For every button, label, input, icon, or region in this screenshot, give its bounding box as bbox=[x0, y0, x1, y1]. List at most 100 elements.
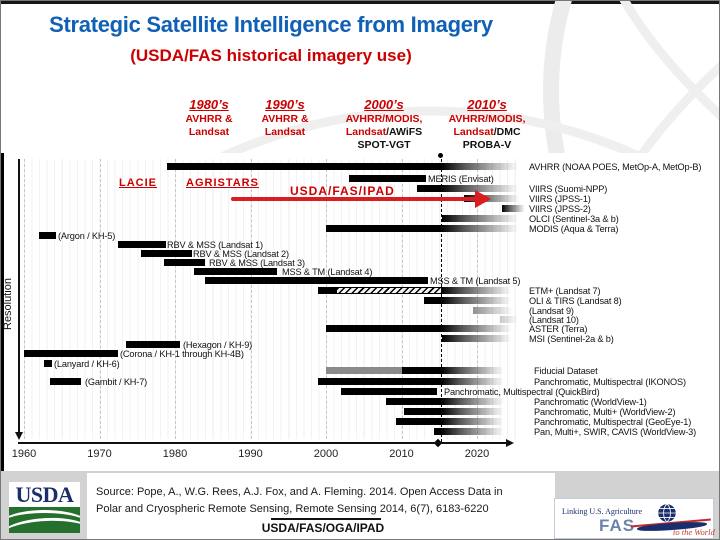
decade-sensor-span: /DMC bbox=[493, 126, 521, 138]
row-label: MSS & TM (Landsat 4) bbox=[282, 266, 373, 277]
chart-background bbox=[1, 153, 719, 471]
row-label: (Landsat 9) bbox=[529, 305, 574, 316]
decade-sensors-line: SPOT-VGT bbox=[346, 139, 423, 152]
fas-tagline-world: to the World bbox=[673, 527, 715, 537]
row-label: (Corona / KH-1 through KH-4B) bbox=[120, 348, 244, 359]
x-tick-label: 2000 bbox=[313, 448, 339, 460]
row-label: Panchromatic, Multispectral (IKONOS) bbox=[534, 376, 686, 387]
decade-gridline bbox=[401, 159, 403, 439]
fas-logo: Linking U.S. Agriculture FAS to the Worl… bbox=[554, 498, 715, 539]
decade-sensor-span: AVHRR & bbox=[185, 113, 233, 125]
decade-title: 1990’s bbox=[265, 97, 305, 112]
timeline-bar-segment bbox=[440, 378, 508, 385]
timeline-bar-segment bbox=[326, 367, 402, 374]
row-label: VIIRS (JPSS-2) bbox=[529, 203, 591, 214]
decade-headers: 1980’s AVHRR & Landsat 1990’s AVHRR & Landsat… bbox=[1, 97, 719, 157]
decade-gridline bbox=[250, 159, 252, 439]
row-label: (Gambit / KH-7) bbox=[85, 376, 148, 387]
row-label: (Landsat 10) bbox=[529, 314, 579, 325]
timeline-bar-segment bbox=[440, 367, 508, 374]
decade-column: 2010’s AVHRR/MODIS, Landsat/DMC PROBA-V bbox=[449, 97, 526, 152]
timeline-bar-segment bbox=[205, 277, 428, 284]
row-label: Panchromatic, Multi+ (WorldView-2) bbox=[534, 406, 676, 417]
x-tick-label: 1960 bbox=[11, 448, 37, 460]
program-annotation: LACIE bbox=[119, 177, 157, 189]
decade-sensor-span: Landsat bbox=[453, 126, 494, 138]
fas-globe-icon bbox=[657, 503, 677, 523]
footer-panel bbox=[87, 473, 555, 539]
decade-sensor-span: AVHRR & bbox=[261, 113, 309, 125]
present-dot bbox=[438, 153, 444, 158]
x-tick-label: 1970 bbox=[87, 448, 112, 460]
timeline-bar-segment bbox=[442, 215, 523, 222]
row-label: OLCI (Sentinel-3a & b) bbox=[529, 213, 619, 224]
decade-sensor-span: PROBA-V bbox=[462, 139, 512, 151]
top-border bbox=[1, 1, 719, 4]
row-label: ETM+ (Landsat 7) bbox=[529, 285, 601, 296]
decade-gridline bbox=[24, 159, 25, 439]
row-label: Panchromatic (WorldView-1) bbox=[534, 396, 647, 407]
decade-sensors-line: AVHRR/MODIS, bbox=[449, 113, 526, 126]
decade-sensor-span: AVHRR/MODIS, bbox=[448, 113, 526, 125]
timeline-bar-segment bbox=[386, 398, 441, 405]
decade-gridline bbox=[175, 159, 176, 439]
decade-title: 2000’s bbox=[364, 97, 404, 112]
decade-sensors-line: Landsat bbox=[261, 126, 308, 139]
timeline-bar-segment bbox=[440, 428, 508, 435]
timeline-bar-segment bbox=[440, 325, 515, 332]
timeline-bar-segment bbox=[416, 185, 441, 192]
timeline-bar-segment bbox=[318, 287, 338, 294]
decade-column: 1990’s AVHRR & Landsat bbox=[261, 97, 308, 139]
row-label: (Lanyard / KH-6) bbox=[54, 358, 120, 369]
ipad-arrow-head bbox=[475, 190, 491, 208]
timeline-bar-segment bbox=[43, 360, 52, 367]
row-label: MSS & TM (Landsat 5) bbox=[430, 275, 521, 286]
timeline-bar-segment bbox=[326, 225, 441, 232]
row-label: (Hexagon / KH-9) bbox=[183, 339, 253, 350]
timeline-bar-segment bbox=[473, 307, 515, 314]
decade-sensor-span: Landsat bbox=[188, 126, 230, 138]
decade-sensors-line: Landsat/DMC bbox=[449, 126, 526, 139]
row-label: OLI & TIRS (Landsat 8) bbox=[529, 295, 622, 306]
timeline-bar-segment bbox=[125, 341, 180, 348]
decade-title: 2010’s bbox=[467, 97, 507, 112]
fas-tagline: Linking U.S. Agriculture bbox=[562, 507, 642, 516]
program-annotation: AGRISTARS bbox=[186, 177, 259, 189]
row-label: Pan, Multi+, SWIR, CAVIS (WorldView-3) bbox=[534, 426, 697, 437]
row-label: RBV & MSS (Landsat 2) bbox=[193, 248, 289, 259]
row-label: MERIS (Envisat) bbox=[428, 173, 494, 184]
x-axis-arrow bbox=[506, 439, 514, 447]
timeline-bar-segment bbox=[440, 418, 508, 425]
decade-sensor-span: Landsat bbox=[264, 126, 306, 138]
timeline-bar-segment bbox=[318, 378, 441, 385]
row-label: VIIRS (Suomi-NPP) bbox=[529, 183, 608, 194]
row-label: RBV & MSS (Landsat 3) bbox=[209, 257, 305, 268]
timeline-bar-segment bbox=[403, 408, 441, 415]
row-label: RBV & MSS (Landsat 1) bbox=[167, 239, 263, 250]
timeline-bar-segment bbox=[442, 335, 515, 342]
decade-sensors-line: AVHRR & bbox=[261, 113, 308, 126]
timeline-bar-segment bbox=[163, 259, 206, 266]
decade-sensor-span: SPOT-VGT bbox=[357, 139, 411, 151]
timeline-bar-segment bbox=[499, 316, 519, 323]
org-divider bbox=[271, 518, 381, 520]
decade-gridline bbox=[326, 159, 327, 439]
row-label: Fiducial Dataset bbox=[534, 365, 598, 376]
org-label: USDA/FAS/OGA/IPAD bbox=[261, 521, 385, 535]
x-tick-label: 2020 bbox=[464, 448, 490, 460]
timeline-bar-segment bbox=[50, 378, 82, 385]
timeline-bar-segment bbox=[440, 163, 523, 170]
fas-name: FAS bbox=[599, 516, 636, 535]
page-subtitle: (USDA/FAS historical imagery use) bbox=[130, 46, 412, 65]
x-tick-label: 1980 bbox=[162, 448, 188, 460]
timeline-bar-segment bbox=[39, 232, 57, 239]
row-label: Panchromatic, Multispectral (GeoEye-1) bbox=[534, 416, 692, 427]
footer: USDA Source: Pope, A., W.G. Rees, A.J. F… bbox=[1, 471, 719, 539]
row-label: Panchromatic, Multispectral (QuickBird) bbox=[444, 386, 600, 397]
timeline-bar-segment bbox=[341, 388, 437, 395]
timeline-bar-segment bbox=[440, 398, 508, 405]
y-axis-arrow bbox=[15, 432, 23, 440]
timeline-bar-segment bbox=[396, 418, 441, 425]
